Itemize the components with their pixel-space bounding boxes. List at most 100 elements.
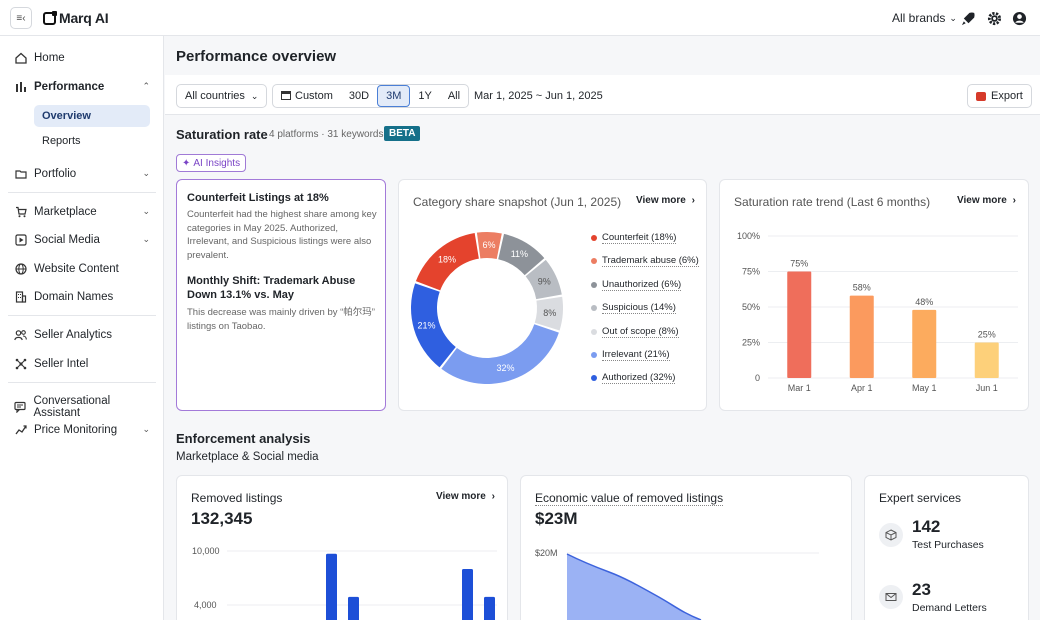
rocket-icon[interactable] xyxy=(960,10,976,26)
sidebar-item-website-content[interactable]: Website Content xyxy=(14,262,154,275)
bar xyxy=(787,271,812,378)
view-more-label: View more xyxy=(436,491,486,502)
page-title: Performance overview xyxy=(176,48,337,65)
logo[interactable]: Marq AI xyxy=(43,10,109,26)
legend-label: Irrelevant (21%) xyxy=(602,349,670,361)
legend-item[interactable]: Counterfeit (18%) xyxy=(591,232,677,244)
range-all-button[interactable]: All xyxy=(440,85,468,107)
sidebar-item-label: Seller Analytics xyxy=(34,328,112,341)
sidebar-item-performance[interactable]: Performance ⌃ xyxy=(14,80,154,93)
bar xyxy=(462,569,473,620)
collapse-sidebar-button[interactable]: ≡‹ xyxy=(10,7,32,29)
sidebar-item-portfolio[interactable]: Portfolio ⌄ xyxy=(14,167,154,180)
legend-swatch xyxy=(591,235,597,241)
sidebar-item-label: Overview xyxy=(42,110,91,122)
bar-value-label: 58% xyxy=(853,283,871,293)
legend-label: Trademark abuse (6%) xyxy=(602,255,699,267)
insight-text-1: Counterfeit had the highest share among … xyxy=(187,209,377,261)
sidebar-item-conversational-assistant[interactable]: Conversational Assistant xyxy=(14,395,154,419)
view-more-link[interactable]: View more › xyxy=(436,491,495,502)
range-1y-button[interactable]: 1Y xyxy=(410,85,439,107)
chevron-down-icon: ⌄ xyxy=(142,234,150,244)
donut-slice xyxy=(411,283,456,368)
donut-slice-label: 18% xyxy=(438,254,456,264)
country-select-label: All countries xyxy=(185,90,245,102)
legend-item[interactable]: Irrelevant (21%) xyxy=(591,349,670,361)
sidebar-item-marketplace[interactable]: Marketplace ⌄ xyxy=(14,205,154,218)
sidebar-item-label: Reports xyxy=(42,135,81,147)
building-icon xyxy=(14,290,27,303)
category-share-card: Category share snapshot (Jun 1, 2025) Vi… xyxy=(398,179,707,411)
y-tick-label: 10,000 xyxy=(192,546,220,556)
sidebar-item-seller-intel[interactable]: Seller Intel xyxy=(14,357,154,370)
chevron-down-icon: ⌄ xyxy=(142,424,150,434)
sidebar-item-home[interactable]: Home xyxy=(14,51,154,64)
legend-item[interactable]: Trademark abuse (6%) xyxy=(591,255,699,267)
brand-selector[interactable]: All brands ⌄ xyxy=(892,11,957,25)
legend-swatch xyxy=(591,258,597,264)
calendar-icon xyxy=(281,90,291,103)
range-30d-button[interactable]: 30D xyxy=(341,85,377,107)
donut-slice xyxy=(476,232,502,259)
bar xyxy=(326,553,337,620)
export-label: Export xyxy=(991,90,1023,102)
export-button[interactable]: Export xyxy=(967,84,1032,108)
view-more-label: View more xyxy=(636,195,686,206)
sidebar-item-label: Portfolio xyxy=(34,167,77,180)
legend-item[interactable]: Authorized (32%) xyxy=(591,372,676,384)
area-series xyxy=(567,554,701,620)
sidebar-item-social-media[interactable]: Social Media ⌄ xyxy=(14,233,154,246)
view-more-link[interactable]: View more › xyxy=(636,195,695,206)
chevron-right-icon: › xyxy=(1012,195,1016,206)
range-custom-button[interactable]: Custom xyxy=(273,85,341,107)
bar xyxy=(348,596,359,620)
bar xyxy=(484,596,495,620)
user-avatar-icon[interactable] xyxy=(1011,10,1027,26)
x-tick-label: May 1 xyxy=(912,383,937,393)
y-tick-label: 50% xyxy=(742,302,760,312)
sidebar-item-label: Marketplace xyxy=(34,205,97,218)
legend-item[interactable]: Unauthorized (6%) xyxy=(591,279,682,291)
range-label: 3M xyxy=(386,90,402,102)
removed-listings-card: Removed listings View more › 132,345 10,… xyxy=(176,475,508,620)
view-more-link[interactable]: View more › xyxy=(957,195,1016,206)
brand-name: Marq AI xyxy=(59,10,109,26)
divider xyxy=(8,192,156,193)
donut-slice xyxy=(534,296,563,331)
chevron-right-icon: › xyxy=(491,491,495,502)
enforcement-subtitle: Marketplace & Social media xyxy=(176,451,319,463)
range-custom-label: Custom xyxy=(295,90,333,102)
demand-letters-label: Demand Letters xyxy=(912,602,987,614)
cart-icon xyxy=(14,205,27,218)
removed-listings-value: 132,345 xyxy=(191,509,253,528)
legend-item[interactable]: Suspicious (14%) xyxy=(591,302,676,314)
sidebar-item-domain-names[interactable]: Domain Names xyxy=(14,290,154,303)
legend-item[interactable]: Out of scope (8%) xyxy=(591,326,679,338)
gear-icon[interactable] xyxy=(986,10,1002,26)
sidebar-item-reports[interactable]: Reports xyxy=(34,130,150,152)
donut-chart: 18% 6% 11% 9% 8% 32% 21% xyxy=(411,232,563,384)
removed-listings-bar-chart xyxy=(227,550,497,620)
sparkle-icon: ✦ xyxy=(182,157,191,169)
legend-swatch xyxy=(591,329,597,335)
range-3m-button[interactable]: 3M xyxy=(377,85,411,107)
ai-insights-button[interactable]: ✦ AI Insights xyxy=(176,154,247,172)
sidebar-item-label: Domain Names xyxy=(34,290,114,303)
country-select[interactable]: All countries ⌄ xyxy=(176,84,268,108)
range-label: 30D xyxy=(348,90,370,102)
chevron-down-icon: ⌄ xyxy=(250,90,259,101)
top-bar: ≡‹ Marq AI All brands ⌄ xyxy=(0,0,1040,36)
main-content: Performance overview All countries ⌄ Cus… xyxy=(165,37,1040,620)
chevron-down-icon: ⌄ xyxy=(142,206,150,216)
box-icon xyxy=(879,523,903,547)
y-tick-label: 100% xyxy=(737,231,760,241)
donut-slice-label: 11% xyxy=(511,249,528,259)
brand-selector-label: All brands xyxy=(892,11,946,25)
bar xyxy=(912,309,937,378)
sidebar-item-price-monitoring[interactable]: Price Monitoring ⌄ xyxy=(14,423,154,436)
trend-icon xyxy=(14,423,27,436)
card-title: Saturation rate trend (Last 6 months) xyxy=(734,195,931,209)
sidebar-item-overview[interactable]: Overview xyxy=(34,105,150,127)
saturation-bar-chart: 0 25% 50% 75% 100% 75% Mar 1 58% Apr 1 48% May 1 25… xyxy=(737,231,1018,393)
sidebar-item-seller-analytics[interactable]: Seller Analytics xyxy=(14,328,154,341)
